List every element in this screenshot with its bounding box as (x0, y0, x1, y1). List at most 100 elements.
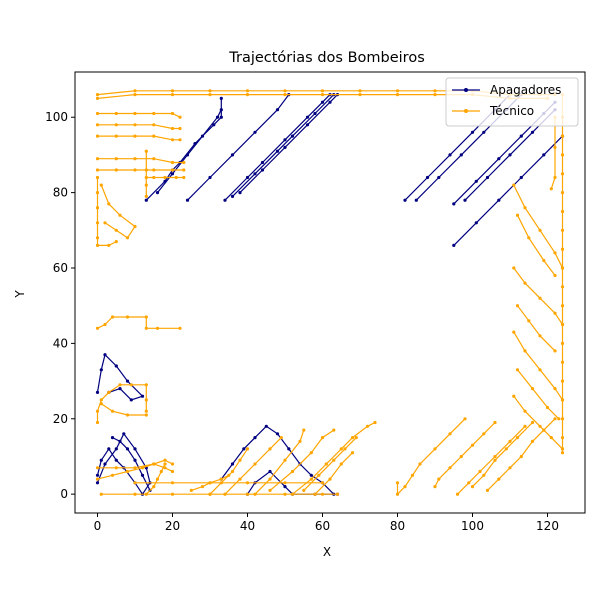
y-tick-label: 20 (53, 412, 68, 426)
data-point (125, 236, 130, 240)
data-point (560, 247, 565, 251)
data-point (144, 326, 148, 330)
data-point (163, 462, 167, 466)
data-point (208, 481, 212, 485)
y-tick-label: 100 (45, 110, 68, 124)
data-point (114, 466, 118, 470)
data-point (508, 466, 512, 470)
data-point (215, 115, 220, 119)
data-point (283, 492, 287, 496)
data-point (230, 469, 235, 474)
data-point (95, 134, 100, 138)
data-point (170, 462, 175, 466)
data-point (493, 458, 497, 462)
data-point (538, 424, 542, 428)
data-point (553, 311, 557, 315)
data-point (212, 123, 216, 127)
series-line (516, 214, 556, 276)
data-point (107, 447, 111, 451)
data-point (320, 481, 325, 485)
data-point (309, 451, 313, 455)
data-point (245, 175, 250, 180)
data-point (152, 134, 156, 138)
data-point (103, 462, 107, 466)
data-point (133, 157, 137, 161)
data-point (553, 349, 557, 353)
data-point (339, 462, 343, 466)
data-point (118, 213, 122, 217)
data-point (114, 168, 118, 172)
data-point (253, 172, 257, 176)
x-tick-label: 120 (536, 519, 559, 533)
data-point (144, 168, 148, 172)
data-point (264, 424, 268, 428)
data-point (283, 93, 287, 97)
data-point (95, 390, 100, 394)
series-line (239, 94, 338, 194)
data-point (512, 183, 516, 187)
data-point (133, 111, 137, 116)
data-point (118, 439, 122, 443)
data-point (110, 473, 115, 477)
data-point (482, 432, 486, 436)
data-point (335, 492, 340, 496)
data-point (395, 481, 400, 485)
data-point (95, 123, 100, 127)
series-line (232, 94, 335, 197)
data-point (433, 485, 437, 489)
data-point (560, 341, 565, 345)
data-point (170, 492, 175, 496)
data-point (350, 436, 355, 440)
data-point (320, 492, 325, 496)
data-point (133, 466, 137, 470)
data-point (129, 383, 133, 387)
data-point (99, 492, 103, 496)
data-point (425, 175, 430, 180)
data-point (219, 96, 223, 100)
data-point (114, 458, 118, 462)
data-point (305, 115, 310, 119)
data-point (95, 243, 100, 247)
data-point (238, 458, 242, 462)
data-point (530, 130, 535, 134)
data-point (185, 198, 190, 202)
data-point (133, 89, 137, 93)
series-line (96, 432, 151, 496)
y-tick-label: 80 (53, 186, 68, 200)
data-point (332, 458, 336, 462)
data-point (523, 424, 527, 428)
data-point (230, 194, 235, 198)
data-point (95, 477, 100, 481)
legend-swatch-marker (464, 88, 468, 92)
data-point (170, 93, 175, 97)
data-point (302, 428, 306, 432)
data-point (260, 160, 265, 165)
data-point (560, 447, 565, 451)
x-tick-label: 60 (315, 519, 330, 533)
data-point (302, 488, 306, 492)
data-point (144, 194, 148, 198)
data-point (133, 447, 137, 451)
data-point (114, 111, 118, 116)
data-point (133, 123, 137, 127)
data-point (185, 153, 190, 157)
data-point (508, 153, 512, 157)
data-point (144, 492, 148, 496)
data-point (170, 126, 175, 131)
data-point (448, 466, 452, 470)
y-tick-label: 60 (53, 261, 68, 275)
data-point (283, 481, 287, 485)
data-point (95, 409, 100, 413)
data-point (418, 462, 422, 466)
data-point (125, 447, 130, 451)
series-line (145, 98, 222, 201)
data-point (95, 191, 100, 195)
chart-title: Trajectórias dos Bombeiros (228, 50, 425, 66)
data-point (298, 439, 302, 443)
data-point (182, 160, 186, 165)
data-point (155, 326, 160, 330)
data-point (133, 134, 137, 138)
data-point (455, 492, 460, 496)
data-point (227, 473, 231, 477)
data-point (95, 481, 100, 485)
